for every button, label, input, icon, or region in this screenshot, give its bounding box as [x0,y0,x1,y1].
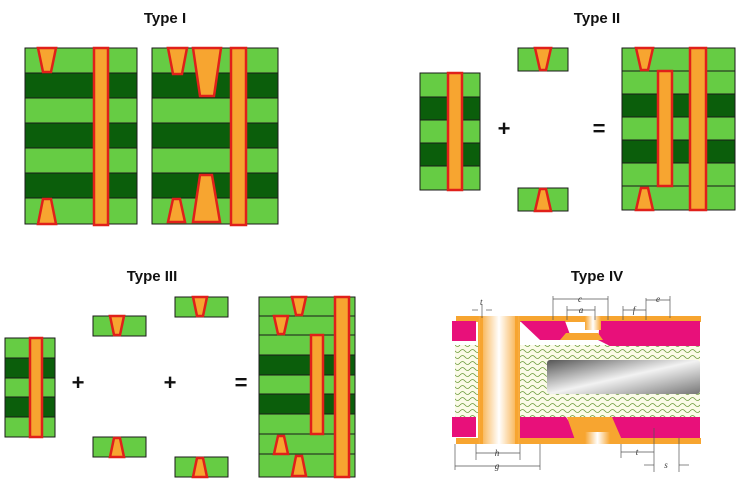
equals-sign: = [593,116,606,141]
type-1-title: Type I [144,10,186,27]
panel-type-3: Type III + + = [4,268,356,479]
type-3-layer-1 [92,314,147,459]
type-3-layer-2 [174,295,229,479]
type-3-title: Type III [127,268,178,285]
dim-label-c: c [578,294,582,304]
microvia-top [166,46,189,76]
type-3-core [4,336,56,439]
type-3-result [258,295,356,479]
plus-sign-1: + [72,370,85,395]
through-via [229,46,248,227]
dim-label-t-bottom: t [636,447,639,457]
type-4-dimensions: t c a f e h g t s [454,294,689,472]
microvia-top [36,46,58,74]
microvia-bottom [166,197,187,224]
type-1-stack-a [24,46,138,227]
dim-label-a: a [579,305,584,315]
type-2-result [621,46,736,212]
type-2-title: Type II [574,10,620,27]
plus-sign: + [498,116,511,141]
dim-label-h: h [495,448,500,458]
dim-label-s: s [664,460,668,470]
type-1-stack-b [151,46,279,227]
stacked-microvia-top [191,46,223,98]
dim-label-e: e [656,294,660,304]
plus-sign-2: + [164,370,177,395]
panel-type-2: Type II + = [419,10,736,213]
type-4-title: Type IV [571,268,623,285]
type-2-core [419,71,481,192]
equals-sign: = [235,370,248,395]
panel-type-4: Type IV t c a [452,268,701,472]
dim-label-t-top: t [480,297,483,307]
dim-label-f: f [633,305,637,315]
through-via [92,46,110,227]
type-2-buildup-top [517,46,569,72]
dim-label-g: g [495,461,500,471]
stacked-microvia-bottom [191,173,222,224]
panel-type-1: Type I [24,10,279,227]
microvia-bottom [36,197,58,226]
type-2-buildup-bottom [517,187,569,213]
type-4-cross-section [452,316,701,444]
